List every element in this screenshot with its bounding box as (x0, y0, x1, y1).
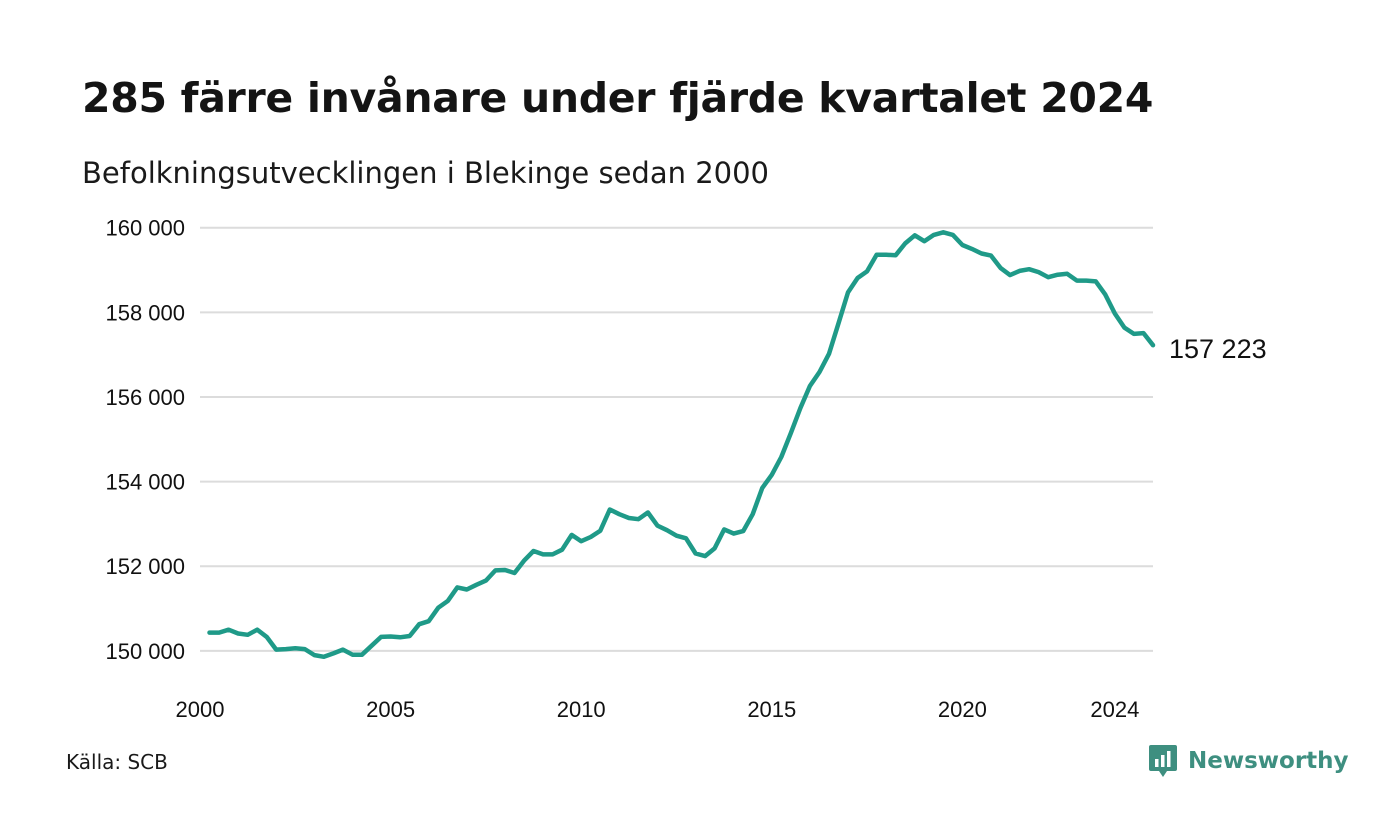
source-note: Källa: SCB (66, 750, 168, 774)
end-value-label: 157 223 (1169, 334, 1267, 364)
x-tick-label: 2015 (747, 697, 796, 722)
series-line (207, 230, 1156, 660)
chart-subtitle: Befolkningsutvecklingen i Blekinge sedan… (82, 156, 770, 190)
x-tick-label: 2024 (1090, 697, 1139, 722)
x-tick-label: 2010 (557, 697, 606, 722)
brand-name: Newsworthy (1188, 748, 1349, 774)
y-tick-label: 160 000 (105, 216, 185, 241)
y-tick-label: 158 000 (105, 300, 185, 325)
x-tick-label: 2000 (176, 697, 225, 722)
y-tick-label: 154 000 (105, 470, 185, 495)
y-tick-label: 150 000 (105, 639, 185, 664)
y-tick-label: 156 000 (105, 385, 185, 410)
x-tick-label: 2005 (366, 697, 415, 722)
chart-title: 285 färre invånare under fjärde kvartale… (82, 74, 1154, 122)
brand-logo: Newsworthy (1148, 743, 1349, 779)
x-tick-label: 2020 (938, 697, 987, 722)
y-tick-label: 152 000 (105, 554, 185, 579)
newsworthy-logo-icon (1149, 745, 1177, 777)
